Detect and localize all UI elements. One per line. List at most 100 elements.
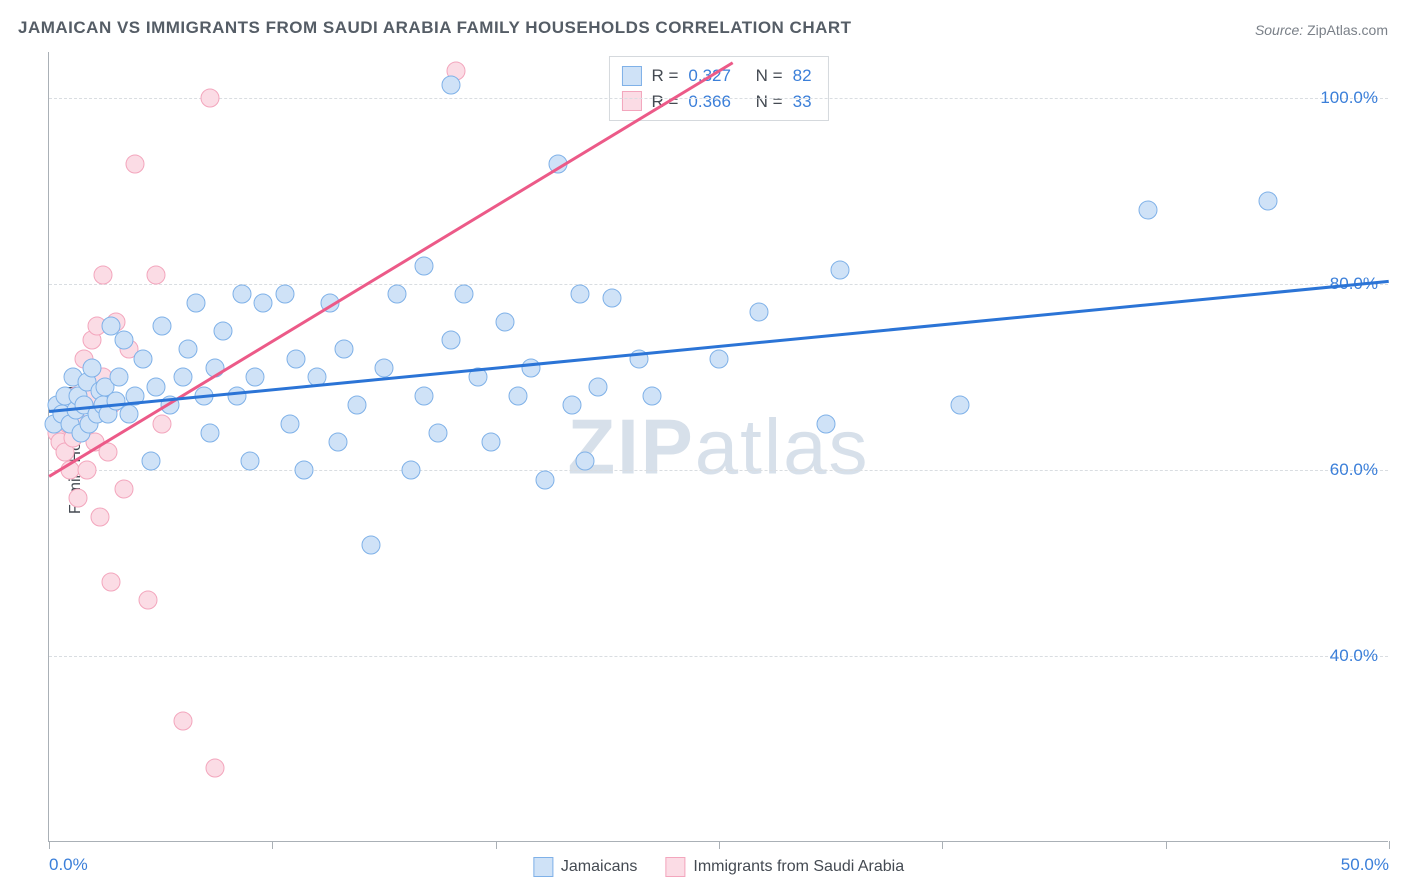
point-saudi xyxy=(125,154,144,173)
point-jamaicans xyxy=(329,433,348,452)
point-jamaicans xyxy=(643,386,662,405)
point-jamaicans xyxy=(442,331,461,350)
point-jamaicans xyxy=(227,386,246,405)
point-saudi xyxy=(101,572,120,591)
point-jamaicans xyxy=(576,451,595,470)
legend-item-jamaicans: Jamaicans xyxy=(533,857,637,877)
point-jamaicans xyxy=(200,424,219,443)
point-jamaicans xyxy=(275,284,294,303)
point-saudi xyxy=(77,461,96,480)
x-tick xyxy=(272,841,273,849)
point-jamaicans xyxy=(509,386,528,405)
n-value-saudi: 33 xyxy=(793,89,812,115)
source-label: Source: xyxy=(1255,22,1303,38)
point-jamaicans xyxy=(246,368,265,387)
x-tick xyxy=(496,841,497,849)
point-saudi xyxy=(152,414,171,433)
n-value-jamaicans: 82 xyxy=(793,63,812,89)
r-label: R = xyxy=(651,63,678,89)
point-jamaicans xyxy=(281,414,300,433)
point-jamaicans xyxy=(109,368,128,387)
point-saudi xyxy=(139,591,158,610)
legend-item-saudi: Immigrants from Saudi Arabia xyxy=(665,857,904,877)
n-label: N = xyxy=(756,89,783,115)
gridline xyxy=(49,98,1388,99)
point-jamaicans xyxy=(187,293,206,312)
swatch-jamaicans-icon xyxy=(621,66,641,86)
source-name: ZipAtlas.com xyxy=(1307,22,1388,38)
point-jamaicans xyxy=(442,75,461,94)
point-jamaicans xyxy=(254,293,273,312)
point-jamaicans xyxy=(495,312,514,331)
point-jamaicans xyxy=(375,359,394,378)
y-tick-label: 40.0% xyxy=(1330,646,1378,666)
x-tick xyxy=(719,841,720,849)
point-jamaicans xyxy=(482,433,501,452)
point-jamaicans xyxy=(589,377,608,396)
point-jamaicans xyxy=(241,451,260,470)
point-saudi xyxy=(200,89,219,108)
point-saudi xyxy=(69,489,88,508)
point-jamaicans xyxy=(147,377,166,396)
point-jamaicans xyxy=(141,451,160,470)
source-attribution: Source: ZipAtlas.com xyxy=(1255,22,1388,38)
point-saudi xyxy=(206,758,225,777)
gridline xyxy=(49,284,1388,285)
point-jamaicans xyxy=(286,349,305,368)
legend-label-jamaicans: Jamaicans xyxy=(561,858,637,876)
point-saudi xyxy=(115,479,134,498)
regression-line-jamaicans xyxy=(49,280,1389,413)
y-tick-label: 100.0% xyxy=(1320,88,1378,108)
legend-label-saudi: Immigrants from Saudi Arabia xyxy=(693,858,904,876)
watermark-zip: ZIP xyxy=(567,402,694,490)
point-jamaicans xyxy=(415,386,434,405)
point-jamaicans xyxy=(455,284,474,303)
x-tick xyxy=(49,841,50,849)
stats-legend: R = 0.327 N = 82 R = 0.366 N = 33 xyxy=(608,56,828,121)
point-jamaicans xyxy=(82,359,101,378)
point-jamaicans xyxy=(388,284,407,303)
point-jamaicans xyxy=(602,289,621,308)
point-jamaicans xyxy=(415,256,434,275)
point-jamaicans xyxy=(428,424,447,443)
x-tick xyxy=(1166,841,1167,849)
x-tick xyxy=(1389,841,1390,849)
point-jamaicans xyxy=(710,349,729,368)
point-jamaicans xyxy=(570,284,589,303)
swatch-saudi-icon xyxy=(665,857,685,877)
point-jamaicans xyxy=(361,535,380,554)
swatch-jamaicans-icon xyxy=(533,857,553,877)
stats-row-jamaicans: R = 0.327 N = 82 xyxy=(621,63,811,89)
point-saudi xyxy=(147,266,166,285)
point-jamaicans xyxy=(133,349,152,368)
x-tick xyxy=(942,841,943,849)
x-tick-label: 0.0% xyxy=(49,855,88,875)
point-jamaicans xyxy=(750,303,769,322)
point-jamaicans xyxy=(401,461,420,480)
point-jamaicans xyxy=(179,340,198,359)
point-jamaicans xyxy=(115,331,134,350)
watermark-atlas: atlas xyxy=(695,402,870,490)
point-jamaicans xyxy=(232,284,251,303)
point-jamaicans xyxy=(522,359,541,378)
point-jamaicans xyxy=(830,261,849,280)
point-jamaicans xyxy=(562,396,581,415)
point-jamaicans xyxy=(334,340,353,359)
plot-area: ZIPatlas R = 0.327 N = 82 R = 0.366 N = … xyxy=(48,52,1388,842)
gridline xyxy=(49,656,1388,657)
point-jamaicans xyxy=(152,317,171,336)
y-tick-label: 60.0% xyxy=(1330,460,1378,480)
r-value-saudi: 0.366 xyxy=(688,89,731,115)
point-saudi xyxy=(90,507,109,526)
point-saudi xyxy=(174,712,193,731)
point-jamaicans xyxy=(294,461,313,480)
point-jamaicans xyxy=(951,396,970,415)
point-saudi xyxy=(93,266,112,285)
point-jamaicans xyxy=(1259,191,1278,210)
swatch-saudi-icon xyxy=(621,91,641,111)
point-jamaicans xyxy=(817,414,836,433)
point-jamaicans xyxy=(214,321,233,340)
chart-title: JAMAICAN VS IMMIGRANTS FROM SAUDI ARABIA… xyxy=(18,18,852,38)
x-tick-label: 50.0% xyxy=(1341,855,1389,875)
bottom-legend: Jamaicans Immigrants from Saudi Arabia xyxy=(533,857,904,877)
